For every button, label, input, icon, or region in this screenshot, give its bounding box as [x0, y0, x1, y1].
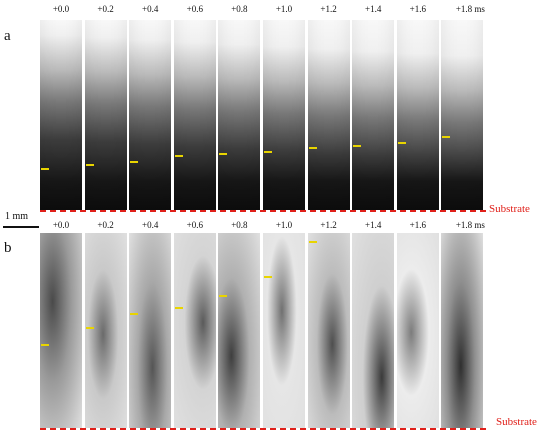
time-label-b-6: +1.2 — [320, 220, 337, 230]
frame-b-6 — [307, 233, 350, 428]
frame-b-3 — [173, 233, 216, 428]
time-label-b-7: +1.4 — [365, 220, 382, 230]
time-label-a-6: +1.2 — [320, 4, 337, 14]
front-marker-a-1 — [85, 164, 94, 167]
front-marker-a-5 — [264, 151, 272, 154]
frame-a-8 — [396, 20, 439, 210]
time-label-a-2: +0.4 — [142, 4, 159, 14]
time-label-a-3: +0.6 — [186, 4, 203, 14]
time-label-a-1: +0.2 — [97, 4, 114, 14]
frame-a-2 — [129, 20, 172, 210]
time-label-a-0: +0.0 — [52, 4, 70, 14]
front-marker-a-2 — [130, 160, 139, 163]
time-label-b-4: +0.8 — [231, 220, 248, 230]
frame-b-0 — [40, 233, 82, 428]
time-label-b-9: +1.8 ms — [455, 220, 485, 230]
front-marker-b-1 — [85, 326, 94, 329]
frame-a-5 — [263, 20, 305, 210]
frame-b-9 — [441, 233, 484, 428]
frame-a-1 — [84, 20, 127, 210]
time-label-b-2: +0.4 — [142, 220, 159, 230]
frame-a-7 — [352, 20, 395, 210]
substrate-label-b: Substrate — [496, 416, 537, 428]
frame-a-6 — [307, 20, 350, 210]
substrate-line-b — [40, 428, 486, 430]
time-label-a-7: +1.4 — [365, 4, 382, 14]
time-label-a-5: +1.0 — [275, 4, 293, 14]
time-label-b-5: +1.0 — [275, 220, 293, 230]
front-marker-b-4 — [219, 295, 228, 298]
frame-b-5 — [263, 233, 305, 428]
front-marker-a-9 — [442, 135, 451, 138]
front-marker-b-0 — [41, 344, 49, 347]
front-marker-a-7 — [353, 145, 362, 148]
frame-a-3 — [173, 20, 216, 210]
time-label-a-4: +0.8 — [231, 4, 248, 14]
time-label-b-8: +1.6 — [409, 220, 426, 230]
front-marker-a-3 — [174, 154, 183, 157]
front-marker-a-0 — [41, 168, 49, 171]
substrate-label-a: Substrate — [489, 203, 530, 215]
panel-a-label: a — [4, 28, 11, 44]
substrate-line-a — [40, 210, 486, 212]
frame-b-2 — [129, 233, 172, 428]
time-label-a-8: +1.6 — [409, 4, 426, 14]
front-marker-b-2 — [130, 312, 139, 315]
frame-b-7 — [352, 233, 395, 428]
frame-b-4 — [218, 233, 261, 428]
frame-b-8 — [396, 233, 439, 428]
time-label-b-3: +0.6 — [186, 220, 203, 230]
front-marker-b-5 — [264, 275, 272, 278]
frame-b-1 — [84, 233, 127, 428]
front-marker-a-4 — [219, 153, 228, 155]
front-marker-b-6 — [308, 240, 317, 243]
front-marker-b-3 — [174, 307, 183, 310]
scale-bar — [3, 226, 39, 228]
front-marker-a-6 — [308, 147, 317, 150]
scale-bar-label: 1 mm — [5, 211, 29, 222]
time-label-b-1: +0.2 — [97, 220, 114, 230]
frame-a-9 — [441, 20, 484, 210]
panel-b-label: b — [4, 240, 12, 256]
frame-a-4 — [218, 20, 261, 210]
frame-a-0 — [40, 20, 82, 210]
time-label-b-0: +0.0 — [52, 220, 70, 230]
time-label-a-9: +1.8 ms — [455, 4, 485, 14]
front-marker-a-8 — [397, 141, 406, 144]
